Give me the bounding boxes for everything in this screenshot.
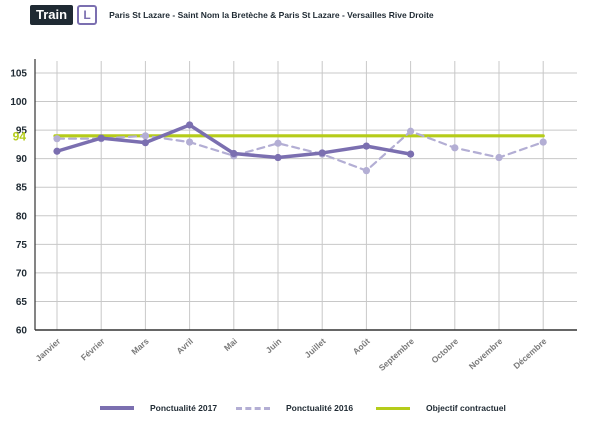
y-tick-label: 105 — [10, 69, 27, 80]
legend-label-2017: Ponctualité 2017 — [150, 403, 218, 413]
data-point-2016 — [274, 139, 282, 147]
data-point-2017 — [141, 139, 149, 147]
x-tick-label: Novembre — [467, 336, 505, 371]
x-tick-label: Janvier — [34, 336, 63, 364]
data-point-2017 — [97, 134, 105, 142]
data-point-2017 — [230, 149, 238, 158]
data-point-2016 — [53, 135, 61, 143]
chart-legend: Ponctualité 2017 Ponctualité 2016 Object… — [0, 398, 592, 418]
data-point-2016 — [539, 138, 547, 146]
x-tick-label: Juillet — [303, 336, 328, 360]
objective-value-label: 94 — [13, 129, 27, 143]
y-tick-label: 70 — [16, 268, 28, 279]
y-tick-label: 100 — [10, 97, 27, 108]
x-tick-label: Septembre — [377, 336, 417, 373]
legend-swatch-2017 — [100, 406, 134, 410]
data-point-2017 — [362, 142, 370, 150]
legend-label-objective: Objectif contractuel — [426, 403, 506, 413]
data-point-2017 — [53, 147, 61, 155]
legend-swatch-objective — [376, 406, 410, 410]
legend-swatch-2016 — [236, 406, 270, 410]
x-tick-label: Décembre — [511, 336, 548, 371]
y-tick-label: 75 — [16, 240, 28, 251]
data-point-2017 — [318, 149, 326, 157]
data-point-2016 — [407, 127, 415, 135]
data-point-2016 — [495, 153, 503, 162]
x-tick-label: Mars — [129, 336, 151, 357]
x-tick-label: Avril — [174, 336, 195, 356]
data-point-2016 — [186, 138, 194, 146]
legend-item-2016: Ponctualité 2016 — [236, 398, 353, 418]
x-tick-label: Octobre — [429, 336, 460, 365]
x-tick-label: Février — [79, 336, 107, 363]
x-tick-label: Août — [351, 336, 372, 356]
y-tick-label: 60 — [16, 326, 28, 337]
y-tick-label: 90 — [16, 154, 28, 165]
train-badge: Train — [30, 5, 74, 25]
y-tick-label: 85 — [16, 183, 28, 194]
data-point-2017 — [186, 121, 194, 129]
series-line-2016 — [55, 130, 545, 172]
x-tick-label: Mai — [222, 336, 239, 353]
legend-label-2016: Ponctualité 2016 — [286, 403, 354, 413]
legend-item-2017: Ponctualité 2017 — [100, 398, 217, 418]
data-point-2016 — [141, 132, 149, 140]
x-tick-label: Juin — [264, 336, 284, 355]
data-point-2016 — [451, 144, 459, 152]
chart-header: Train L Paris St Lazare - Saint Nom la B… — [30, 5, 434, 25]
legend-item-objective: Objectif contractuel — [376, 398, 506, 418]
y-tick-label: 80 — [16, 211, 28, 222]
data-point-2017 — [274, 153, 282, 162]
line-l-badge: L — [77, 5, 98, 25]
y-tick-label: 95 — [16, 126, 28, 137]
data-point-2017 — [407, 150, 415, 158]
route-title: Paris St Lazare - Saint Nom la Bretèche … — [109, 10, 434, 20]
y-tick-label: 65 — [16, 297, 28, 308]
data-point-2016 — [362, 167, 370, 175]
